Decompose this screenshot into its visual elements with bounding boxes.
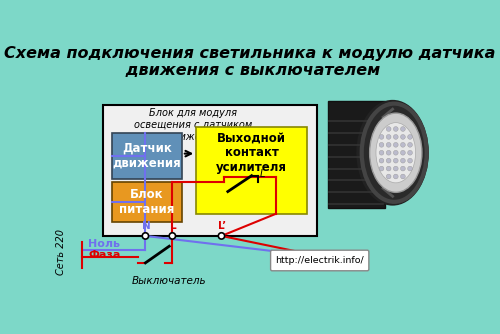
Circle shape	[408, 166, 412, 171]
Circle shape	[386, 166, 391, 171]
Circle shape	[400, 142, 406, 147]
Circle shape	[408, 135, 412, 139]
Text: Ноль: Ноль	[88, 239, 120, 249]
Circle shape	[394, 166, 398, 171]
Bar	[104, 105, 318, 236]
Circle shape	[379, 142, 384, 147]
Circle shape	[379, 150, 384, 155]
Text: Схема подключения светильника к модулю датчика
 движения с выключателем: Схема подключения светильника к модулю д…	[4, 46, 496, 78]
Circle shape	[379, 166, 384, 171]
Text: Сеть 220: Сеть 220	[56, 229, 66, 275]
Bar	[112, 133, 182, 179]
Bar	[112, 182, 182, 222]
Circle shape	[408, 142, 412, 147]
Circle shape	[408, 158, 412, 163]
Circle shape	[386, 142, 391, 147]
Circle shape	[394, 150, 398, 155]
Circle shape	[400, 135, 406, 139]
Circle shape	[400, 127, 406, 131]
Circle shape	[142, 233, 148, 239]
Circle shape	[386, 135, 391, 139]
Ellipse shape	[376, 123, 416, 183]
Text: L’: L’	[218, 221, 226, 231]
Circle shape	[218, 233, 224, 239]
Text: L: L	[170, 221, 176, 231]
Circle shape	[386, 158, 391, 163]
Circle shape	[394, 127, 398, 131]
Circle shape	[408, 150, 412, 155]
Circle shape	[386, 174, 391, 179]
Ellipse shape	[358, 101, 428, 204]
Text: L: L	[260, 169, 265, 179]
Text: Блок для модуля
освещения с датчиком
движения: Блок для модуля освещения с датчиком дви…	[134, 108, 252, 142]
Circle shape	[400, 174, 406, 179]
Circle shape	[394, 158, 398, 163]
Text: Выключатель: Выключатель	[132, 276, 206, 286]
Circle shape	[400, 150, 406, 155]
Ellipse shape	[362, 104, 426, 202]
Circle shape	[400, 166, 406, 171]
Text: Блок
питания: Блок питания	[120, 188, 174, 216]
Circle shape	[169, 233, 175, 239]
Text: Датчик
движения: Датчик движения	[112, 142, 182, 170]
Circle shape	[394, 135, 398, 139]
Circle shape	[386, 127, 391, 131]
Bar	[196, 127, 307, 214]
Text: N: N	[142, 221, 150, 231]
FancyBboxPatch shape	[270, 250, 369, 271]
Text: Фаза: Фаза	[88, 250, 121, 260]
Circle shape	[394, 142, 398, 147]
Circle shape	[379, 135, 384, 139]
Circle shape	[379, 158, 384, 163]
Text: Выходной
контакт
усилителя: Выходной контакт усилителя	[216, 131, 287, 174]
Circle shape	[400, 158, 406, 163]
Ellipse shape	[370, 113, 422, 192]
Text: http://electrik.info/: http://electrik.info/	[276, 256, 364, 265]
Circle shape	[394, 174, 398, 179]
Circle shape	[386, 150, 391, 155]
FancyBboxPatch shape	[328, 101, 384, 208]
